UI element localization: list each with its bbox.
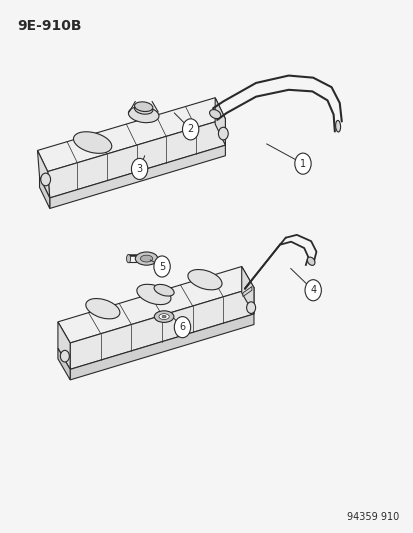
- Text: 9E-910B: 9E-910B: [17, 19, 81, 33]
- Text: 6: 6: [179, 322, 185, 332]
- Ellipse shape: [154, 285, 174, 296]
- Circle shape: [294, 153, 311, 174]
- Ellipse shape: [134, 102, 152, 111]
- Ellipse shape: [73, 132, 112, 154]
- Polygon shape: [215, 98, 225, 145]
- Circle shape: [40, 173, 50, 186]
- Polygon shape: [58, 322, 70, 369]
- Ellipse shape: [140, 255, 152, 262]
- Circle shape: [246, 302, 255, 313]
- Ellipse shape: [154, 311, 173, 322]
- Circle shape: [131, 158, 147, 180]
- Circle shape: [182, 119, 198, 140]
- Polygon shape: [50, 145, 225, 208]
- Text: 3: 3: [136, 164, 142, 174]
- Circle shape: [60, 350, 69, 362]
- Circle shape: [218, 127, 228, 140]
- Polygon shape: [58, 348, 70, 380]
- Ellipse shape: [128, 107, 159, 123]
- Ellipse shape: [137, 284, 171, 305]
- Ellipse shape: [335, 120, 340, 132]
- Polygon shape: [38, 150, 50, 198]
- Circle shape: [154, 256, 170, 277]
- Polygon shape: [70, 288, 253, 369]
- Ellipse shape: [306, 257, 314, 265]
- Ellipse shape: [85, 298, 120, 319]
- Circle shape: [174, 317, 190, 338]
- Ellipse shape: [188, 270, 221, 290]
- Text: 4: 4: [309, 285, 316, 295]
- Polygon shape: [47, 119, 225, 198]
- Ellipse shape: [134, 104, 152, 114]
- Text: 2: 2: [187, 124, 193, 134]
- Ellipse shape: [161, 316, 166, 318]
- Polygon shape: [70, 314, 253, 380]
- Ellipse shape: [126, 254, 131, 263]
- Text: 94359 910: 94359 910: [346, 512, 398, 522]
- Circle shape: [304, 280, 320, 301]
- Ellipse shape: [135, 252, 157, 265]
- Ellipse shape: [159, 314, 169, 319]
- Polygon shape: [58, 266, 253, 343]
- Polygon shape: [242, 287, 252, 296]
- Ellipse shape: [209, 110, 220, 118]
- Polygon shape: [38, 98, 225, 172]
- Polygon shape: [40, 177, 50, 208]
- Polygon shape: [241, 266, 253, 314]
- Text: 5: 5: [159, 262, 165, 271]
- Text: 1: 1: [299, 159, 305, 168]
